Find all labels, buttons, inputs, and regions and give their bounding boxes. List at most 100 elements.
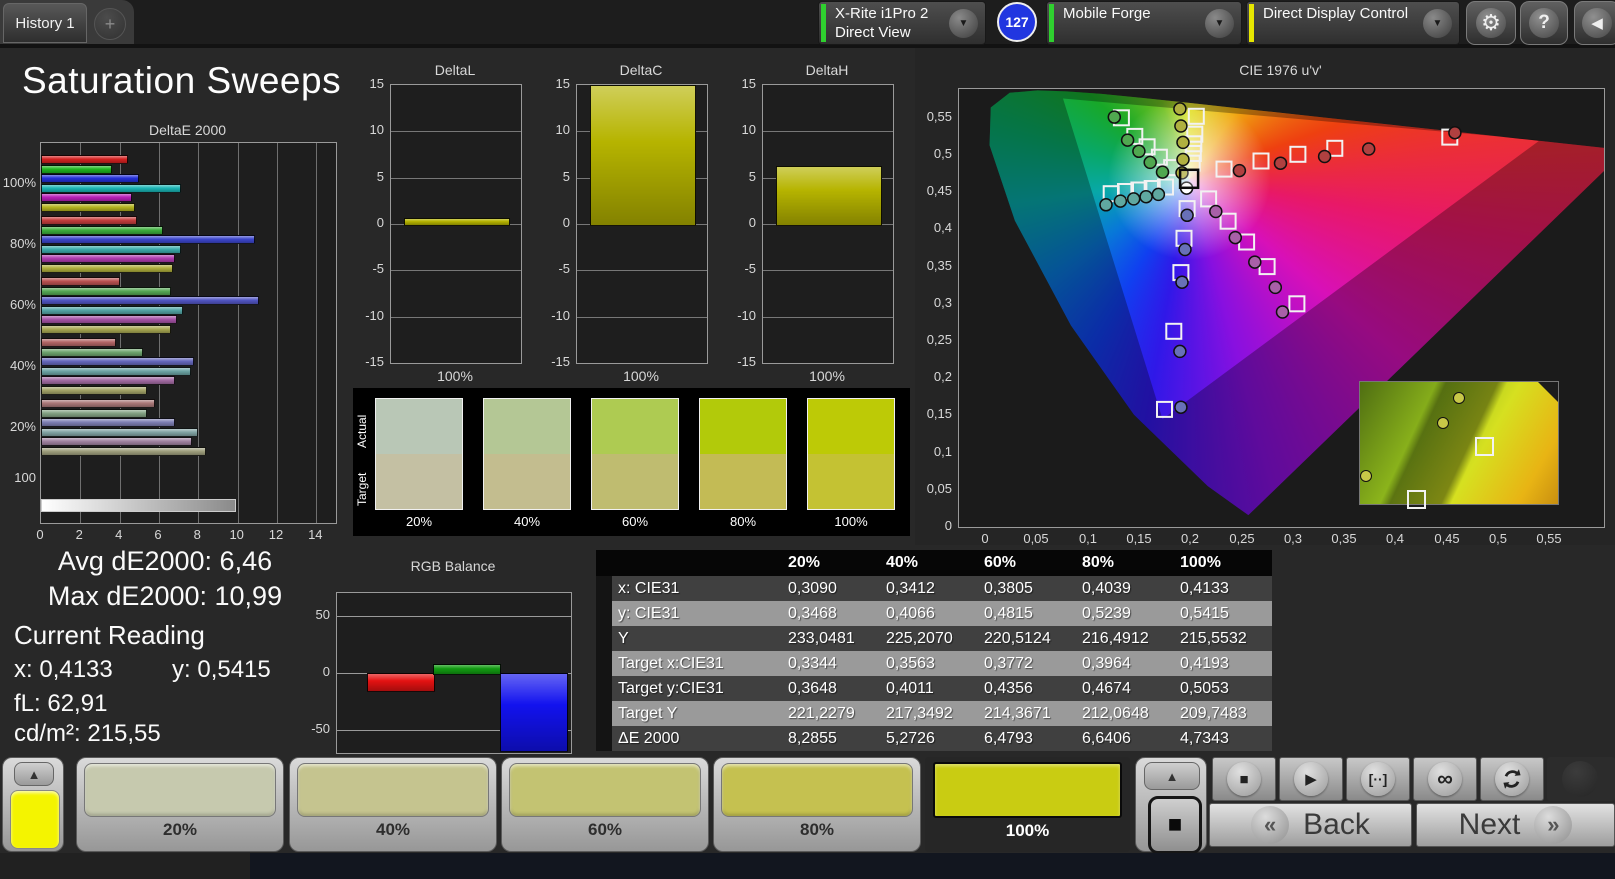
pattern-swatch bbox=[933, 762, 1122, 818]
rgb-bar-red bbox=[367, 673, 435, 693]
pattern-level-label: 80% bbox=[799, 820, 835, 839]
target-swatch bbox=[808, 454, 894, 509]
gear-icon: ⚙ bbox=[1476, 8, 1506, 38]
gridline bbox=[763, 131, 893, 133]
bottom-strip-left bbox=[0, 853, 250, 879]
collapse-up-button[interactable]: ▲ bbox=[1144, 762, 1200, 790]
deltae-grayscale-bar bbox=[41, 499, 236, 512]
deltae-bar bbox=[41, 296, 260, 305]
current-reading-heading: Current Reading bbox=[14, 620, 205, 650]
current-reading-y: y: 0,5415 bbox=[172, 656, 271, 683]
inset-measured-point bbox=[1453, 391, 1465, 404]
table-row-edge bbox=[596, 651, 612, 676]
target-square bbox=[1157, 178, 1174, 196]
deltae-bar bbox=[41, 437, 193, 446]
pattern-level-button[interactable]: 60% bbox=[501, 757, 709, 852]
delta-ytick: 15 bbox=[555, 76, 570, 91]
delta-bar bbox=[776, 165, 882, 226]
collapse-left-icon: ◀ bbox=[1582, 8, 1612, 38]
loop-button[interactable]: ∞ bbox=[1413, 757, 1477, 801]
target-square bbox=[1289, 145, 1307, 163]
cie-ytick: 0,4 bbox=[933, 220, 952, 235]
pattern-window-button[interactable]: ■ bbox=[1148, 796, 1202, 854]
pattern-level-selected[interactable]: 100% bbox=[925, 757, 1130, 852]
cie-1976-diagram bbox=[958, 88, 1605, 528]
back-button-label: Back bbox=[1303, 808, 1370, 841]
table-cell: 4,7343 bbox=[1174, 726, 1272, 751]
table-cell: 0,3964 bbox=[1076, 651, 1174, 676]
pattern-level-label: 60% bbox=[587, 820, 623, 839]
next-button[interactable]: Next » bbox=[1416, 803, 1615, 847]
display-control-selector[interactable]: Direct Display Control ▼ bbox=[1246, 1, 1460, 45]
stop-button[interactable]: ■ bbox=[1212, 757, 1276, 801]
deltae-grayscale-label: 100 bbox=[14, 470, 36, 485]
settings-button[interactable]: ⚙ bbox=[1466, 1, 1516, 45]
deltae-bar bbox=[41, 427, 199, 437]
source-selector[interactable]: Mobile Forge ▼ bbox=[1046, 1, 1242, 45]
chevron-down-icon[interactable]: ▼ bbox=[949, 9, 978, 38]
pattern-level-button[interactable]: 40% bbox=[289, 757, 497, 852]
deltae-chart bbox=[40, 142, 337, 524]
cie-ytick: 0,3 bbox=[933, 295, 952, 310]
gridline bbox=[577, 316, 707, 318]
meter-label: X-Rite i1Pro 2 Direct View bbox=[835, 5, 929, 41]
deltae-bar bbox=[41, 408, 148, 418]
inset-target-square bbox=[1407, 489, 1427, 509]
delta-chart-deltah bbox=[762, 84, 894, 364]
cie-xtick: 0,35 bbox=[1331, 531, 1357, 546]
back-button[interactable]: « Back bbox=[1209, 803, 1412, 847]
interval-icon: [··] bbox=[1361, 762, 1395, 796]
table-cell: 0,3468 bbox=[782, 601, 880, 626]
target-square bbox=[1156, 400, 1173, 418]
cie-ytick: 0,35 bbox=[926, 258, 952, 273]
delta-ytick: 0 bbox=[748, 215, 756, 230]
pattern-level-button[interactable]: 80% bbox=[713, 757, 921, 852]
collapse-up-button[interactable]: ▲ bbox=[14, 762, 54, 786]
transport-disabled-slot bbox=[1547, 757, 1615, 801]
interval-button[interactable]: [··] bbox=[1346, 757, 1410, 801]
deltae-bar bbox=[41, 446, 207, 456]
reading-count-badge: 127 bbox=[997, 2, 1037, 42]
pattern-swatch bbox=[509, 763, 701, 817]
table-cell: 216,4912 bbox=[1076, 626, 1174, 651]
pattern-swatch bbox=[84, 763, 276, 817]
table-cell: 0,3090 bbox=[782, 576, 880, 601]
table-cell: 217,3492 bbox=[880, 701, 978, 726]
table-row: x: CIE31 0,3090 0,3412 0,3805 0,4039 0,4133 bbox=[596, 576, 1272, 601]
deltae-bar bbox=[41, 202, 136, 212]
play-button[interactable]: ▶ bbox=[1279, 757, 1343, 801]
deltae-bar bbox=[41, 286, 171, 296]
help-button[interactable]: ? bbox=[1520, 1, 1568, 45]
cie-ytick: 0,55 bbox=[926, 109, 952, 124]
add-tab-button[interactable]: + bbox=[94, 8, 126, 40]
pattern-level-button[interactable]: 20% bbox=[76, 757, 284, 852]
table-cell: 0,5239 bbox=[1076, 601, 1174, 626]
pattern-level-label: 40% bbox=[375, 820, 411, 839]
meter-selector[interactable]: X-Rite i1Pro 2 Direct View ▼ bbox=[818, 1, 986, 45]
pattern-window-icon: ■ bbox=[1167, 811, 1183, 838]
collapse-panel-button[interactable]: ◀ bbox=[1574, 1, 1615, 45]
record-icon bbox=[1562, 761, 1598, 797]
actual-swatch bbox=[808, 399, 894, 454]
tab-history-1[interactable]: History 1 bbox=[3, 3, 87, 43]
deltae-xtick: 8 bbox=[193, 527, 201, 542]
chevron-down-icon[interactable]: ▼ bbox=[1205, 9, 1234, 38]
cie-xtick: 0,3 bbox=[1283, 531, 1303, 546]
table-cell: 215,5532 bbox=[1174, 626, 1272, 651]
compare-swatch-label: 80% bbox=[729, 514, 757, 529]
table-header-cell: 40% bbox=[880, 550, 978, 576]
chevron-down-icon[interactable]: ▼ bbox=[1423, 9, 1452, 38]
deltae-bar bbox=[41, 338, 116, 347]
cie-xtick: 0,45 bbox=[1434, 531, 1460, 546]
cie-zoom-inset bbox=[1359, 381, 1559, 509]
gridline bbox=[337, 615, 571, 617]
table-row-edge bbox=[596, 701, 612, 726]
delta-ytick: 10 bbox=[555, 122, 570, 138]
delta-ytick: -15 bbox=[365, 354, 384, 369]
gridline bbox=[391, 177, 521, 179]
deltae-bar bbox=[41, 164, 112, 174]
current-reading-cdm2: cd/m²: 215,55 bbox=[14, 720, 161, 747]
table-row: Target x:CIE31 0,3344 0,3563 0,3772 0,3964 0,… bbox=[596, 651, 1272, 676]
refresh-button[interactable] bbox=[1480, 757, 1544, 801]
